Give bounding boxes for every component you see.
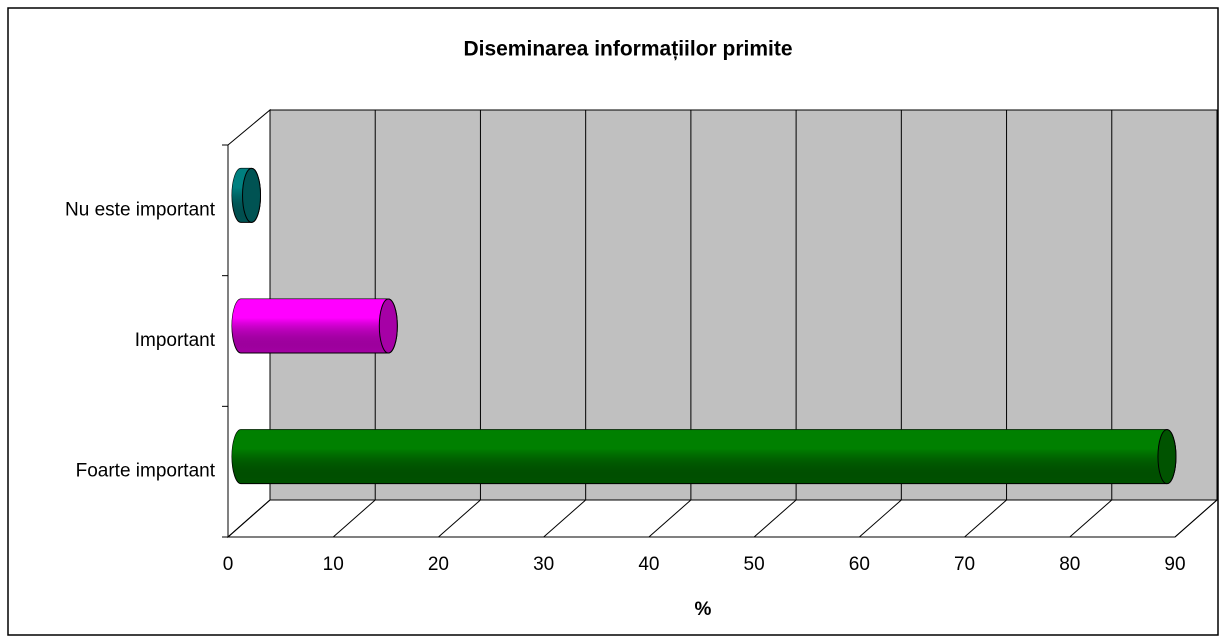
x-tick-label: 90 [1164, 554, 1185, 575]
bar-cap-shade [379, 299, 398, 353]
x-axis-title: % [695, 599, 712, 620]
floor-grid-line [964, 499, 1007, 538]
floor-grid-line [1174, 499, 1218, 538]
y-tick-label: Nu este important [65, 199, 216, 220]
x-tick-label: 70 [954, 554, 975, 575]
y-tick-label: Important [135, 330, 216, 351]
chart-title: Diseminarea informațiilor primite [463, 38, 792, 61]
bar-cap [242, 167, 262, 223]
bar-cap-shade [242, 168, 261, 223]
floor-grid-line [438, 499, 481, 538]
bar-cap [378, 298, 398, 354]
x-tick-label: 0 [223, 554, 234, 575]
x-tick-label: 60 [849, 554, 870, 575]
x-tick-label: 80 [1059, 554, 1080, 575]
bar-cap-shade [1157, 429, 1176, 484]
bar [231, 167, 262, 223]
x-tick-label: 20 [428, 554, 449, 575]
floor-grid-line [648, 499, 692, 538]
x-tick-label: 50 [744, 554, 765, 575]
floor-grid-line [1069, 499, 1113, 538]
y-tick-label: Foarte important [76, 461, 216, 482]
floor-grid-line [859, 499, 902, 538]
floor-grid-line [543, 499, 586, 538]
floor [226, 499, 1219, 538]
bar-shade [232, 299, 398, 353]
bar-shade [232, 429, 1176, 484]
x-tick-label: 30 [533, 554, 554, 575]
bar [231, 429, 1177, 485]
floor-grid-line [753, 499, 797, 538]
x-tick-label: 10 [323, 554, 344, 575]
bar-cap [1157, 429, 1177, 485]
floor-grid-line [227, 499, 271, 538]
bar [231, 298, 398, 354]
floor-grid-line [332, 499, 376, 538]
x-tick-label: 40 [638, 554, 659, 575]
